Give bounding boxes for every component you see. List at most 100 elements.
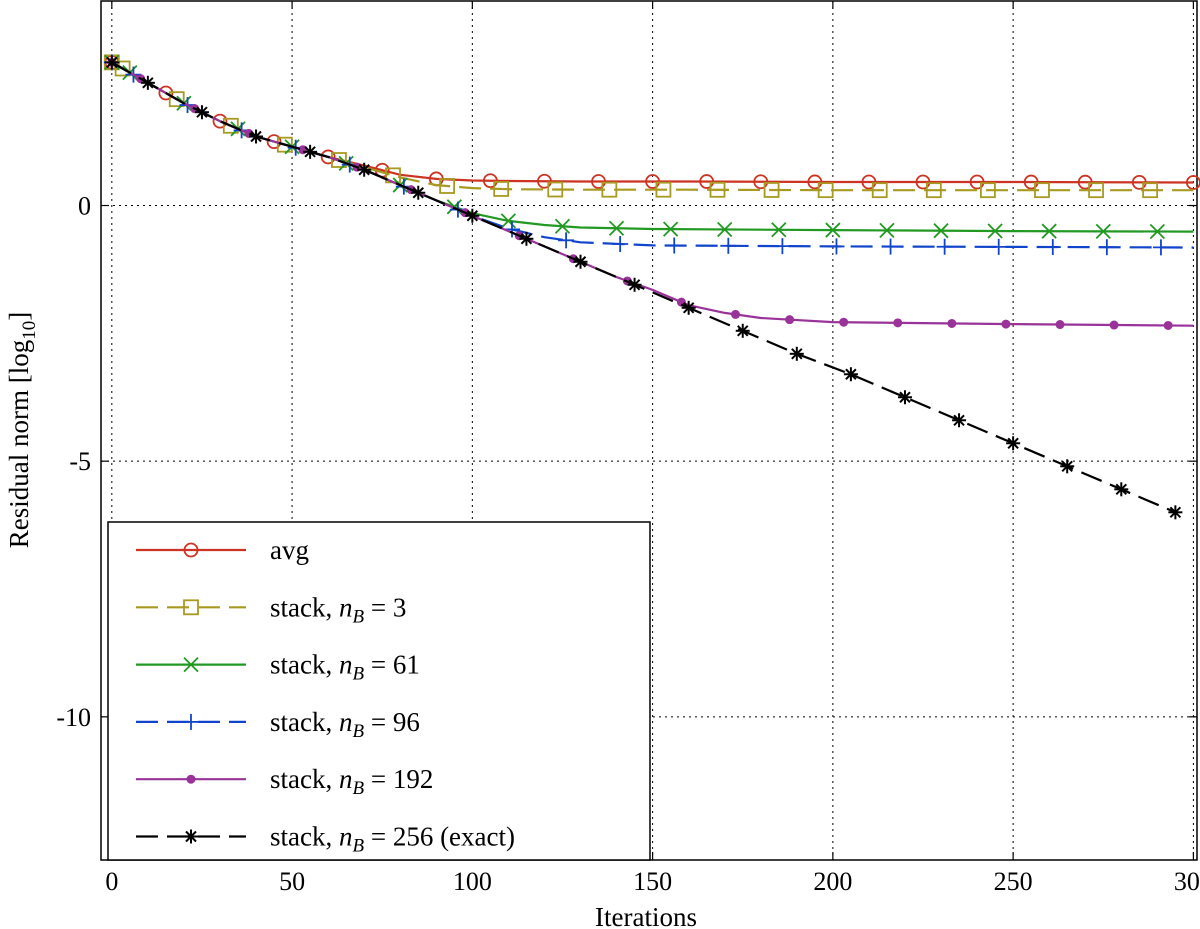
circle-marker <box>482 173 498 189</box>
x-tick-label: 200 <box>813 867 852 896</box>
legend-label-math: n <box>339 707 353 737</box>
star-marker <box>303 144 318 159</box>
star-marker-stroke <box>196 106 208 118</box>
x-marker-stroke <box>608 220 625 236</box>
legend-label: stack, nB = 3 <box>270 592 406 627</box>
square-marker <box>817 182 834 199</box>
x-marker-stroke <box>554 218 571 234</box>
star-marker <box>681 300 696 315</box>
circle-marker <box>861 174 877 190</box>
dot-marker <box>785 315 795 325</box>
x-marker-stroke <box>1149 223 1165 240</box>
star-marker-stroke <box>682 302 695 314</box>
legend-label-text: stack, <box>270 822 339 852</box>
plus-marker <box>936 238 953 255</box>
x-marker-stroke <box>879 222 895 239</box>
square-marker <box>168 91 185 108</box>
star-marker-stroke <box>845 368 857 380</box>
star-marker <box>789 346 804 361</box>
legend-label-sub: B <box>352 664 364 685</box>
dot-marker <box>1001 319 1011 329</box>
x-marker-stroke <box>987 223 1003 239</box>
circle-marker <box>591 174 606 189</box>
square-marker <box>655 181 672 198</box>
circle-marker <box>183 542 199 558</box>
plus-marker <box>720 237 737 254</box>
legend-label-sub: B <box>352 836 364 857</box>
star-marker-stroke <box>142 77 154 89</box>
star-marker <box>465 208 480 223</box>
square-marker <box>114 60 131 77</box>
star-marker-stroke <box>1115 483 1127 496</box>
legend-label: stack, nB = 192 <box>270 764 433 799</box>
circle-marker <box>266 134 282 150</box>
plus-marker <box>1044 239 1061 256</box>
legend-label-text: avg <box>270 535 309 565</box>
star-marker <box>184 829 198 844</box>
x-tick-label: 300 <box>1174 867 1200 896</box>
star-marker-stroke <box>899 391 911 403</box>
star-marker <box>843 367 858 382</box>
star-marker-stroke <box>520 233 533 245</box>
star-marker-stroke <box>953 414 965 426</box>
circle-marker <box>1077 174 1093 190</box>
star-marker-stroke <box>358 164 370 176</box>
x-marker <box>662 221 679 237</box>
star-marker-stroke <box>791 348 803 360</box>
plus-marker <box>990 238 1007 255</box>
legend-label-text: stack, <box>270 650 339 680</box>
star-marker <box>1006 436 1021 451</box>
star-marker-stroke <box>737 325 749 337</box>
legend-label-text: stack, <box>270 764 339 794</box>
legend-box <box>107 521 651 861</box>
x-marker-stroke <box>771 222 787 238</box>
circle-marker <box>915 174 931 190</box>
square-marker <box>547 181 564 198</box>
x-marker <box>1095 223 1111 239</box>
legend-label-math: n <box>339 764 353 794</box>
x-marker-stroke <box>446 199 462 215</box>
dot-marker <box>186 774 196 784</box>
star-marker <box>627 277 642 292</box>
y-axis-title-sub: 10 <box>19 321 40 340</box>
x-tick-label: 100 <box>453 867 492 896</box>
x-marker-stroke <box>662 221 679 237</box>
legend-label-suffix: = 96 <box>364 707 420 737</box>
square-marker <box>763 182 780 198</box>
x-marker-stroke <box>933 223 949 239</box>
star-marker-stroke <box>304 146 316 158</box>
legend-label-suffix: = 256 (exact) <box>364 822 515 852</box>
square-marker <box>979 182 996 199</box>
legend-label-math: n <box>339 822 353 852</box>
legend-label-text: stack, <box>270 592 339 622</box>
square-marker <box>871 182 888 199</box>
square-marker <box>709 181 726 198</box>
plus-marker <box>828 238 845 255</box>
legend-label-math: n <box>339 592 353 622</box>
dot-marker <box>1109 320 1119 330</box>
circle-marker <box>212 113 228 129</box>
plus-marker <box>558 232 575 249</box>
y-tick-label: -5 <box>69 447 91 476</box>
square-marker <box>1088 182 1104 199</box>
circle-marker <box>699 174 715 189</box>
y-axis-title-close: ] <box>4 312 34 321</box>
x-marker-stroke <box>1095 223 1111 239</box>
x-marker <box>1149 223 1165 240</box>
y-tick-label: -10 <box>56 703 91 732</box>
x-marker <box>933 223 949 239</box>
square-marker <box>276 136 293 153</box>
legend-label-sub: B <box>352 606 364 627</box>
x-marker <box>608 220 625 236</box>
x-marker-stroke <box>183 656 199 673</box>
x-tick-label: 250 <box>994 867 1033 896</box>
x-marker-stroke <box>717 221 733 238</box>
series-line <box>111 61 1194 249</box>
x-axis-title: Iterations <box>595 902 697 929</box>
square-marker <box>1142 182 1159 199</box>
legend-label: stack, nB = 256 (exact) <box>270 822 515 857</box>
star-marker-stroke <box>412 187 424 199</box>
square-marker <box>1034 182 1050 199</box>
star-marker-stroke <box>628 279 641 291</box>
x-marker <box>879 222 895 239</box>
